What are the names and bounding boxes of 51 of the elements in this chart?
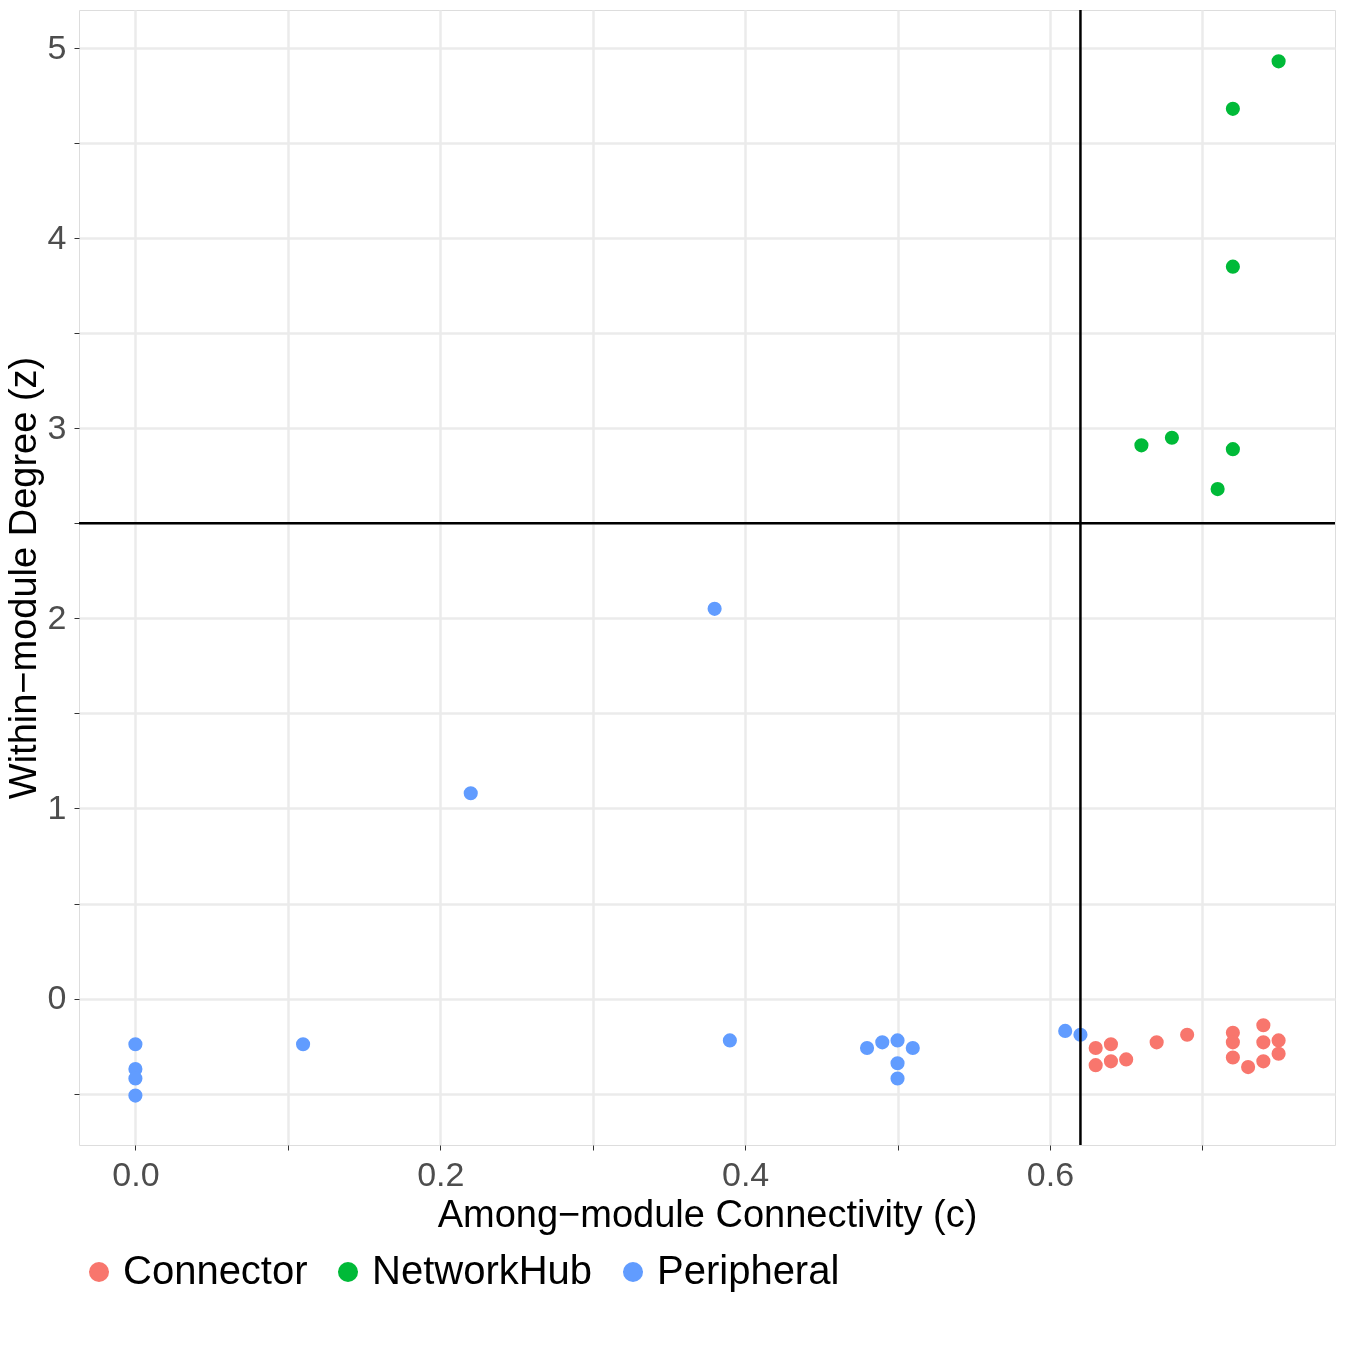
point — [128, 1088, 143, 1103]
point — [1103, 1054, 1118, 1069]
x-tick-label: 0.6 — [1026, 1154, 1075, 1193]
point — [1088, 1058, 1103, 1073]
point — [875, 1035, 890, 1050]
point — [1256, 1054, 1271, 1069]
x-tick-label: 0.2 — [417, 1154, 465, 1193]
point — [463, 786, 478, 801]
point — [128, 1037, 143, 1052]
point — [1256, 1018, 1271, 1033]
legend-label: Peripheral — [657, 1248, 840, 1292]
y-tick-label: 4 — [47, 217, 67, 256]
y-tick-label: 5 — [47, 27, 67, 66]
point — [707, 601, 722, 616]
point — [1271, 54, 1286, 69]
point — [890, 1056, 905, 1071]
point — [1210, 482, 1225, 497]
point — [905, 1040, 920, 1056]
y-tick-label: 2 — [47, 597, 67, 636]
x-tick-label: 0.4 — [721, 1154, 770, 1193]
point — [1134, 438, 1149, 453]
point — [1225, 101, 1240, 116]
point — [128, 1071, 143, 1086]
y-tick-label: 1 — [47, 787, 67, 826]
point — [1271, 1033, 1286, 1048]
point — [1225, 1035, 1240, 1050]
point — [1119, 1052, 1134, 1067]
point — [1271, 1046, 1286, 1061]
x-axis-title: Among−module Connectivity (c) — [437, 1192, 978, 1235]
point — [890, 1071, 905, 1086]
point — [1225, 1050, 1240, 1065]
legend-label: NetworkHub — [372, 1248, 593, 1292]
point — [1164, 430, 1179, 445]
point — [296, 1037, 311, 1052]
point — [1225, 442, 1240, 457]
point — [1256, 1035, 1271, 1050]
y-tick-label: 0 — [47, 978, 67, 1017]
point — [722, 1033, 737, 1048]
point — [859, 1040, 875, 1056]
legend-label: Connector — [123, 1248, 308, 1292]
point — [1225, 259, 1240, 274]
point — [1149, 1035, 1164, 1050]
point — [1103, 1037, 1118, 1052]
point — [890, 1033, 905, 1048]
y-tick-label: 3 — [47, 407, 67, 446]
y-axis-title: Within−module Degree (z) — [1, 356, 44, 800]
point — [1180, 1027, 1195, 1042]
point — [1088, 1040, 1103, 1056]
point — [1058, 1023, 1073, 1038]
point — [1241, 1059, 1256, 1075]
x-tick-label: 0.0 — [112, 1154, 160, 1193]
